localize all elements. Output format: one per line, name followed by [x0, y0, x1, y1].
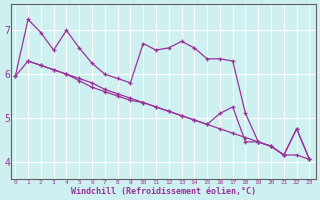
- X-axis label: Windchill (Refroidissement éolien,°C): Windchill (Refroidissement éolien,°C): [71, 187, 256, 196]
